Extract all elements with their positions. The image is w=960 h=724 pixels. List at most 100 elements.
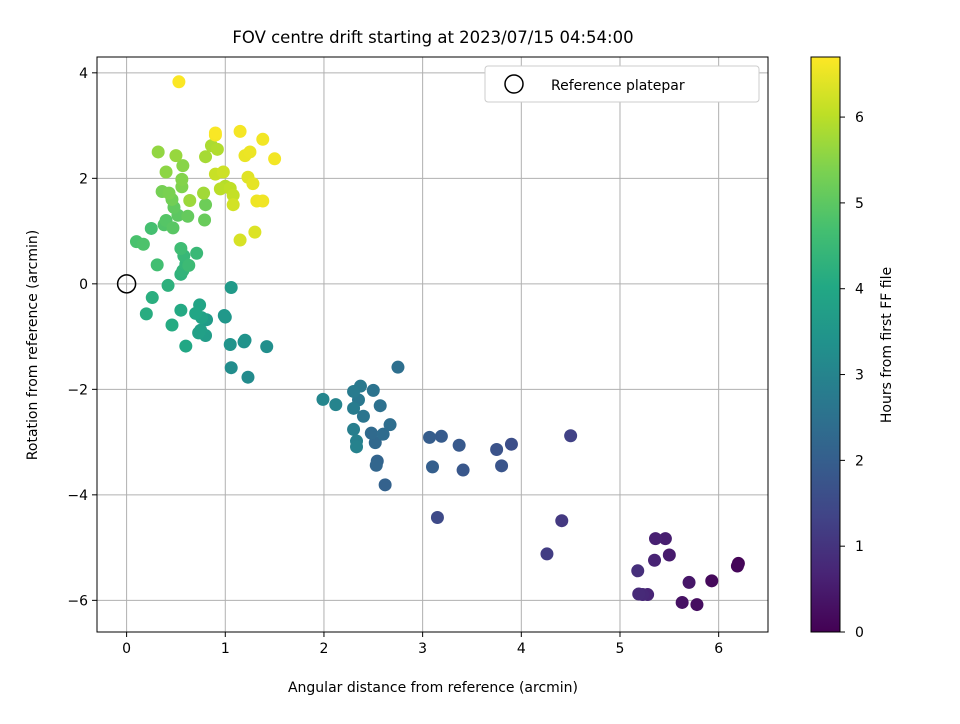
data-point <box>233 233 247 247</box>
data-point <box>199 150 213 164</box>
data-point <box>136 237 150 251</box>
x-tick-label: 5 <box>616 641 625 657</box>
data-point <box>224 281 238 295</box>
data-point <box>174 241 188 255</box>
data-point <box>139 307 153 321</box>
colorbar-tick-label: 5 <box>855 196 864 212</box>
data-point <box>210 142 224 156</box>
colorbar-tick-label: 2 <box>855 453 864 469</box>
data-point <box>260 340 274 354</box>
x-axis-ticks: 0 1 2 3 4 5 6 <box>122 632 723 657</box>
data-point <box>434 429 448 443</box>
data-point <box>150 258 164 272</box>
data-point <box>495 459 509 473</box>
x-tick-label: 2 <box>319 641 328 657</box>
data-point <box>165 318 179 332</box>
data-point <box>426 460 439 474</box>
reference-marker <box>116 274 137 294</box>
data-point <box>383 418 397 432</box>
data-point <box>243 145 257 159</box>
data-point <box>175 172 189 186</box>
data-point <box>423 430 437 444</box>
data-point <box>649 532 663 546</box>
data-point <box>430 511 444 525</box>
data-point <box>213 182 227 196</box>
data-point <box>316 392 330 406</box>
colorbar-tick-label: 4 <box>855 282 864 298</box>
data-point <box>373 399 387 413</box>
data-point <box>169 149 183 163</box>
y-tick-label: 0 <box>79 277 88 293</box>
reference-platepar-marker <box>116 274 137 294</box>
data-point <box>347 401 361 415</box>
data-point <box>226 188 240 202</box>
data-point <box>632 587 646 601</box>
y-axis-ticks: −6 −4 −2 0 2 4 <box>67 66 97 609</box>
data-point <box>224 361 238 375</box>
y-tick-label: −4 <box>67 488 88 504</box>
x-tick-label: 4 <box>517 641 526 657</box>
data-point <box>456 463 470 477</box>
data-point <box>682 575 696 589</box>
data-point <box>662 548 676 562</box>
data-point <box>356 409 370 423</box>
data-point <box>161 278 175 292</box>
data-point <box>179 339 193 353</box>
data-point <box>233 124 247 138</box>
data-point <box>145 291 159 305</box>
data-point <box>364 426 378 440</box>
y-tick-label: −6 <box>67 593 88 609</box>
data-point <box>166 221 180 235</box>
data-point <box>217 308 231 322</box>
grid <box>97 57 768 632</box>
colorbar-gradient <box>810 56 841 633</box>
data-point <box>256 194 270 208</box>
plot-frame <box>96 56 769 633</box>
data-point <box>540 547 554 561</box>
data-point <box>162 186 176 200</box>
data-point <box>555 514 569 528</box>
data-point <box>176 159 190 173</box>
data-point <box>366 383 380 397</box>
colorbar: 0 1 2 3 4 5 6 Hours from first FF file <box>810 56 895 641</box>
data-point <box>490 442 504 456</box>
colorbar-tick-label: 1 <box>855 539 864 555</box>
data-point <box>268 152 282 166</box>
data-point <box>730 559 744 573</box>
data-point <box>144 221 158 235</box>
data-point <box>705 574 719 588</box>
data-point <box>347 422 361 436</box>
data-point <box>189 306 203 320</box>
x-axis-label: Angular distance from reference (arcmin) <box>288 680 578 696</box>
data-point <box>183 193 197 207</box>
legend-label: Reference platepar <box>551 78 685 94</box>
data-point <box>159 165 173 179</box>
data-point <box>648 553 662 567</box>
data-point <box>151 145 165 159</box>
y-tick-label: 4 <box>79 66 88 82</box>
data-point <box>197 186 211 200</box>
data-point <box>190 246 204 260</box>
data-point <box>182 258 196 272</box>
colorbar-tick-label: 6 <box>855 110 864 126</box>
data-point <box>675 595 689 609</box>
colorbar-tick-label: 3 <box>855 368 864 384</box>
x-tick-label: 0 <box>122 641 131 657</box>
data-point <box>376 427 390 441</box>
data-point <box>241 370 255 384</box>
data-point <box>172 75 186 89</box>
data-point <box>504 437 518 451</box>
legend: Reference platepar <box>484 65 760 103</box>
data-point <box>564 429 578 443</box>
data-point <box>223 338 237 351</box>
data-point <box>690 598 704 612</box>
data-point <box>658 532 672 546</box>
x-tick-label: 3 <box>418 641 427 657</box>
data-point <box>238 333 252 347</box>
colorbar-tick-label: 0 <box>855 625 864 641</box>
data-point <box>452 438 466 452</box>
data-points <box>129 75 745 612</box>
data-point <box>378 478 392 492</box>
data-point <box>181 209 195 223</box>
